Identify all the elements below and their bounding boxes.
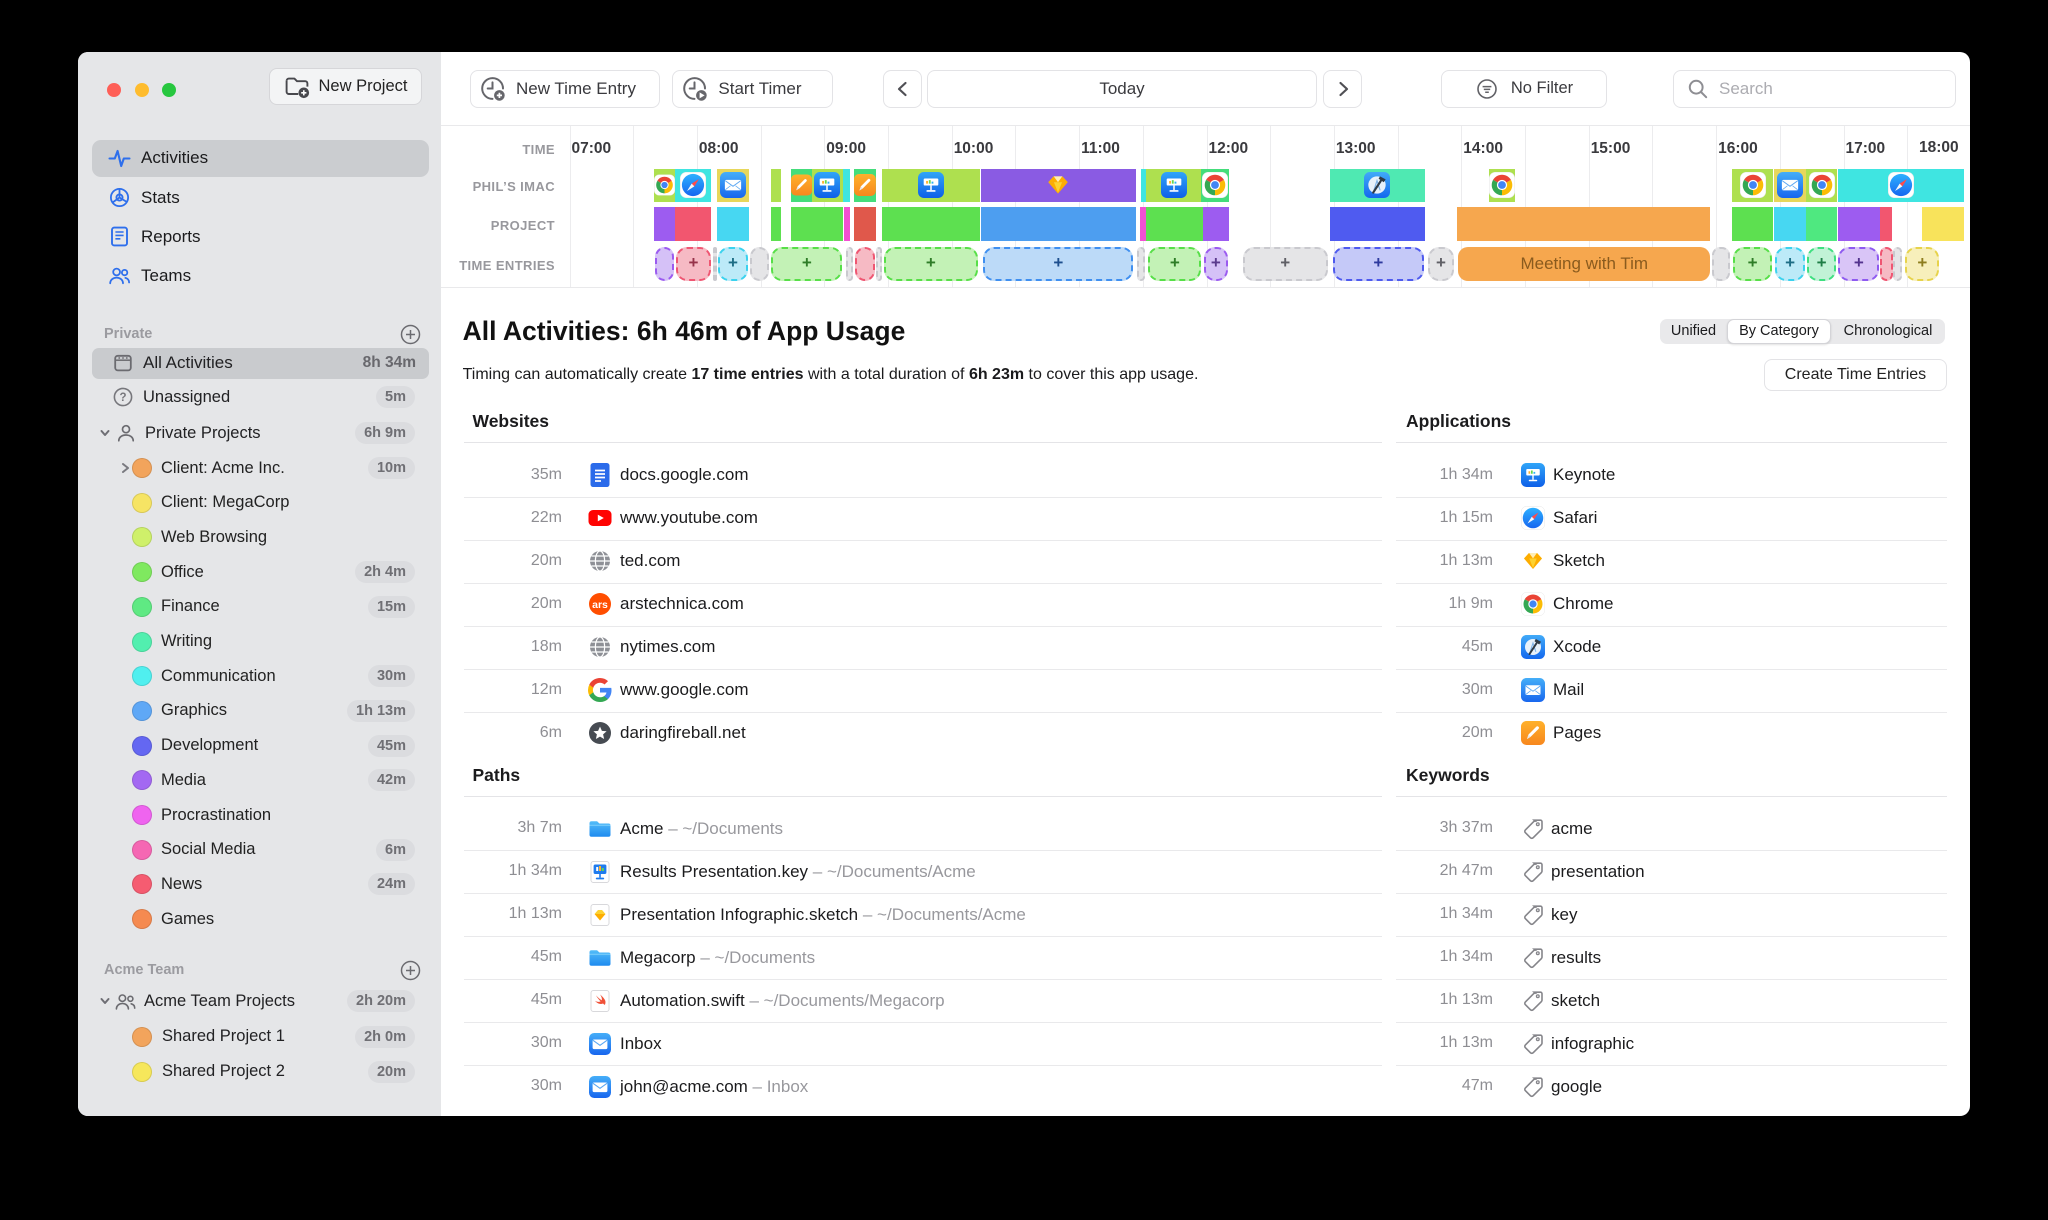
svg-text:ars: ars [592, 599, 608, 611]
svg-text:?: ? [119, 392, 126, 404]
